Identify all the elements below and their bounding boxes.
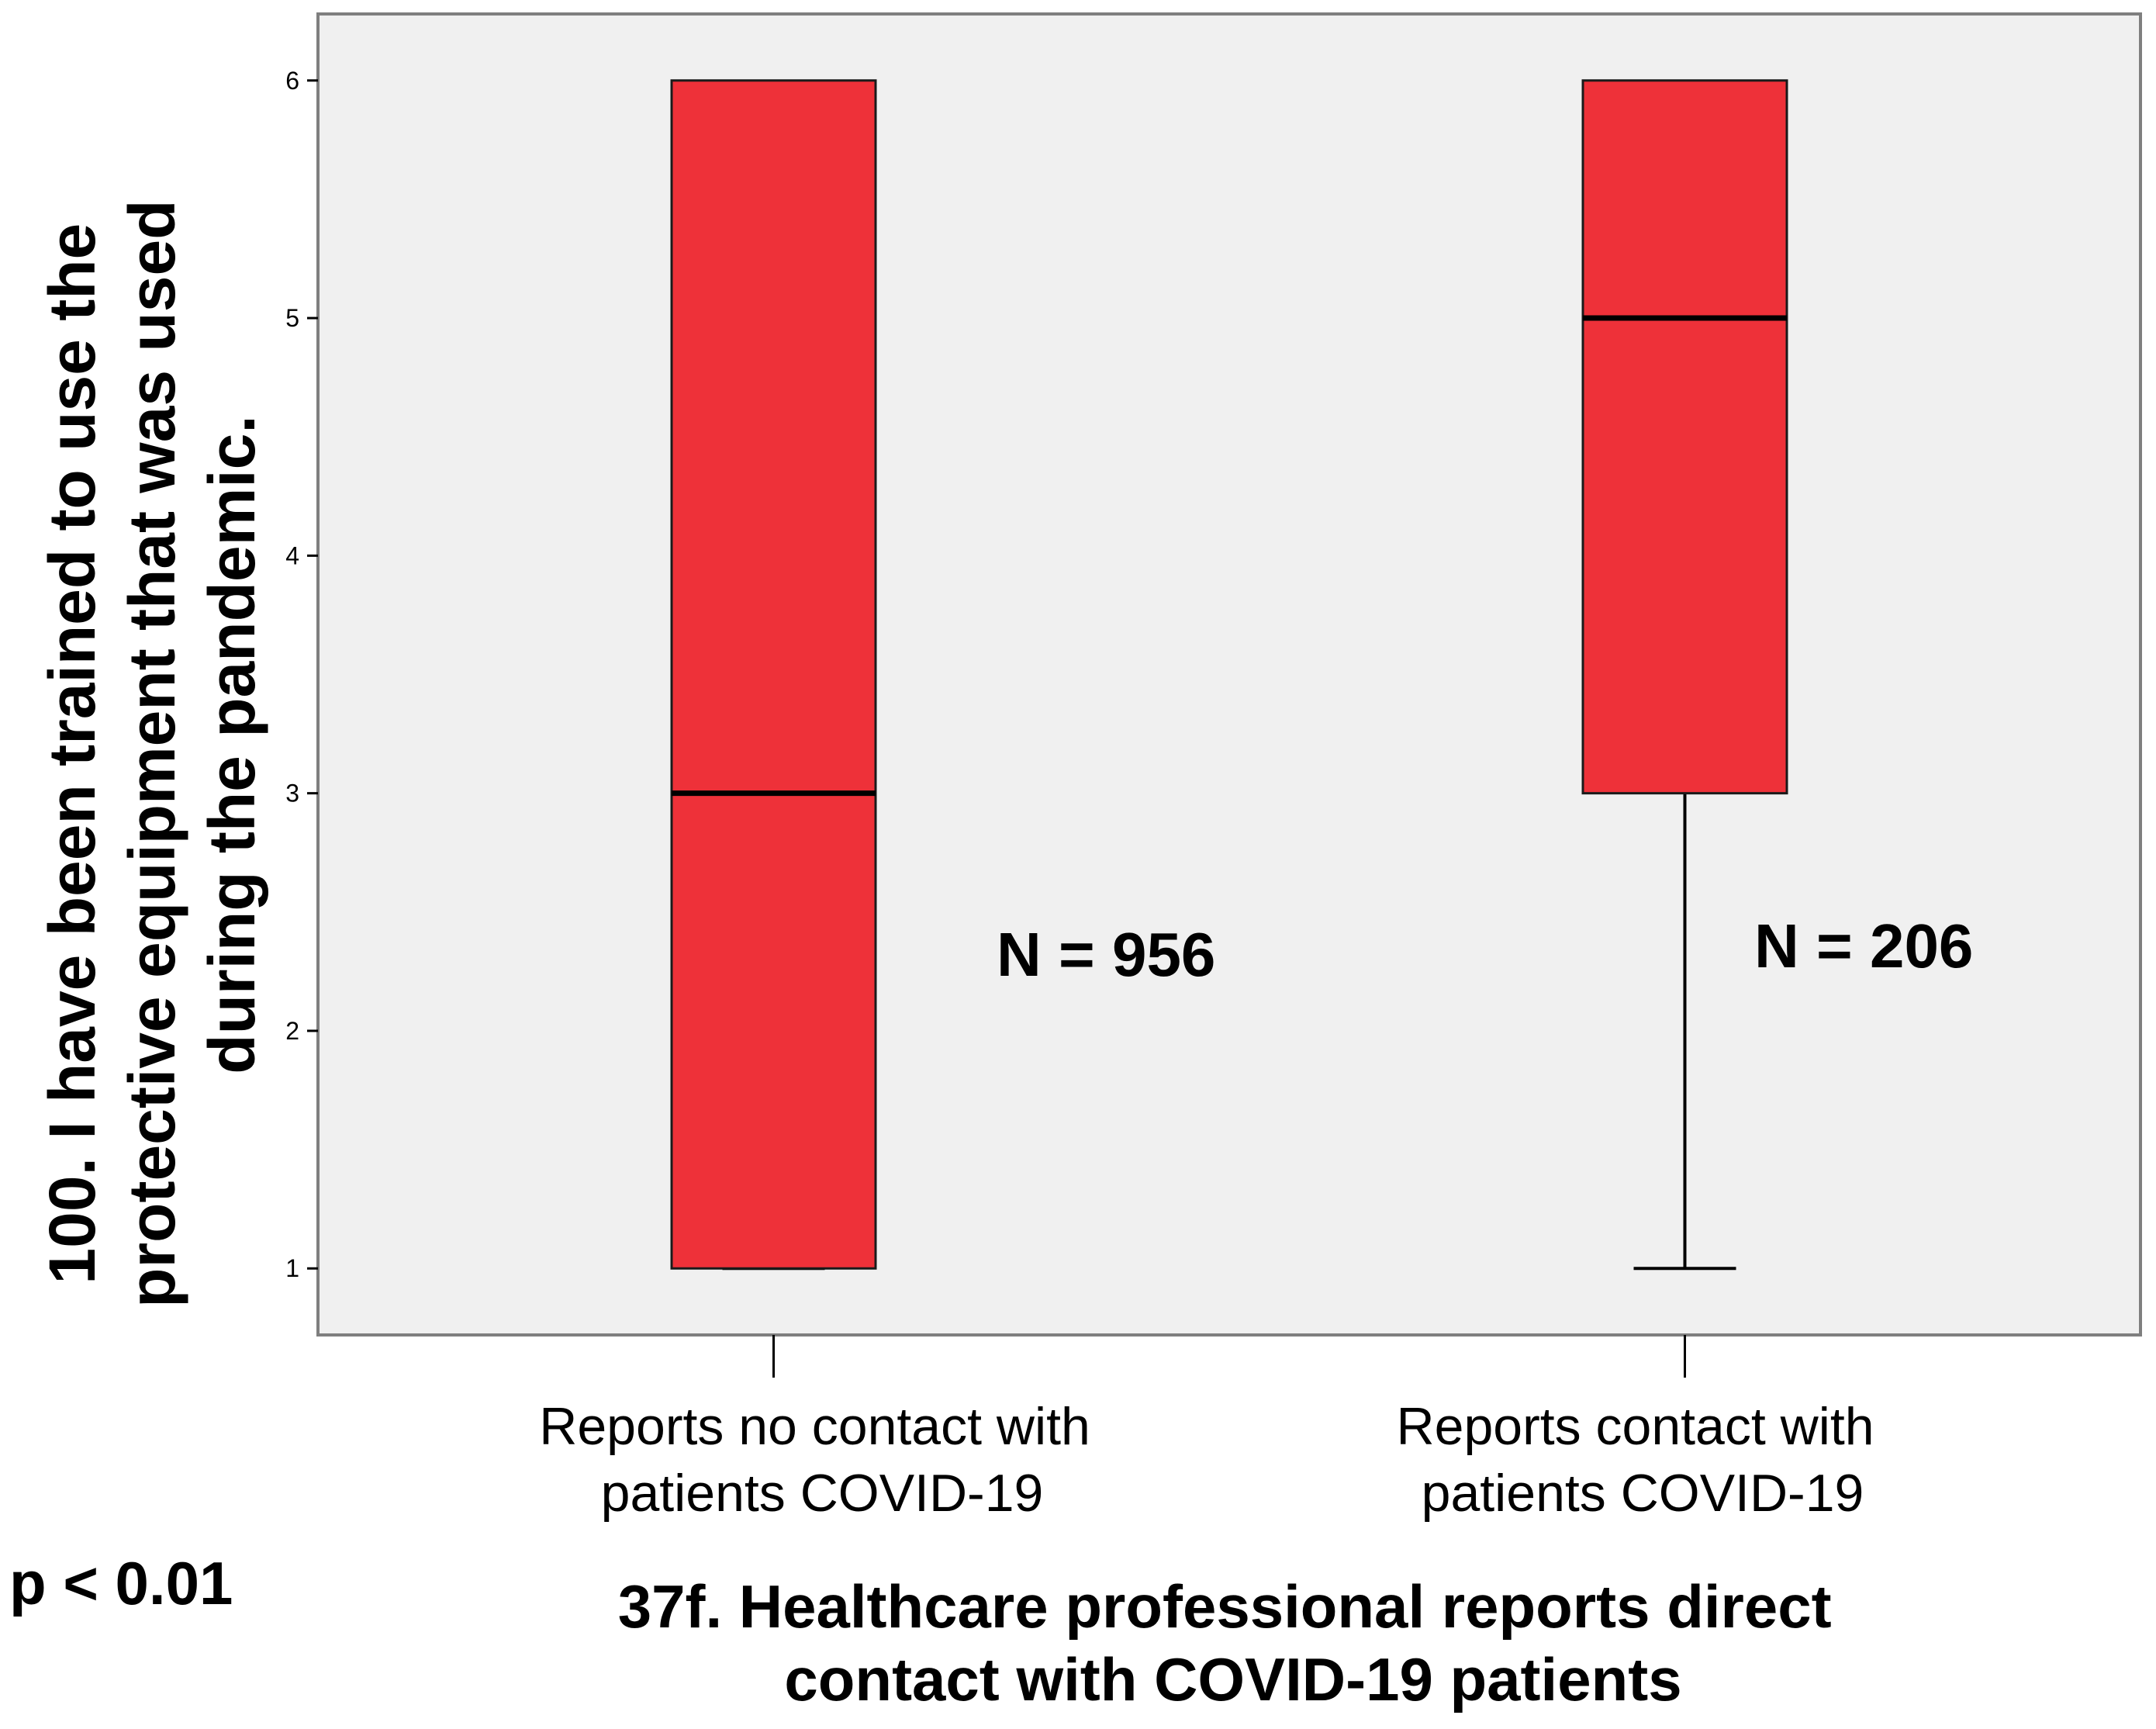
y-tick-label: 5	[285, 304, 299, 332]
y-axis: 1 2 3 4 5 6	[285, 67, 318, 1282]
x-category-label-line: patients COVID-19	[1422, 1464, 1864, 1523]
y-axis-title-line: 100. I have been trained to use the	[36, 223, 109, 1285]
box-series	[670, 79, 1788, 1271]
box-iqr	[1581, 79, 1788, 795]
x-axis	[772, 1335, 1686, 1378]
x-axis-title-line: contact with COVID-19 patients	[784, 1645, 1681, 1713]
n-label: N = 206	[1754, 911, 1973, 980]
x-axis-title-line: 37f. Healthcare professional reports dir…	[618, 1572, 1832, 1641]
x-category-label-line: Reports contact with	[1397, 1397, 1874, 1456]
x-category-label-line: Reports no contact with	[539, 1397, 1090, 1456]
p-value-annotation: p < 0.01	[9, 1549, 233, 1617]
y-tick-label: 4	[285, 541, 299, 569]
plot-area	[316, 12, 2142, 1337]
y-tick-label: 6	[285, 67, 299, 95]
y-tick-label: 2	[285, 1017, 299, 1045]
y-axis-title-line: protective equipment that was used	[116, 200, 188, 1308]
x-category-label: Reports no contact with patients COVID-1…	[539, 1397, 1105, 1523]
x-category-label: Reports contact with patients COVID-19	[1397, 1397, 1889, 1523]
x-category-label-line: patients COVID-19	[601, 1464, 1044, 1523]
x-axis-title: 37f. Healthcare professional reports dir…	[618, 1572, 1849, 1713]
box-iqr	[670, 79, 877, 1270]
y-tick-label: 3	[285, 780, 299, 807]
y-tick-label: 1	[285, 1254, 299, 1282]
y-axis-title-line: during the pandemic.	[195, 415, 268, 1074]
n-label: N = 956	[997, 920, 1215, 989]
y-axis-title: 100. I have been trained to use the prot…	[36, 182, 268, 1308]
